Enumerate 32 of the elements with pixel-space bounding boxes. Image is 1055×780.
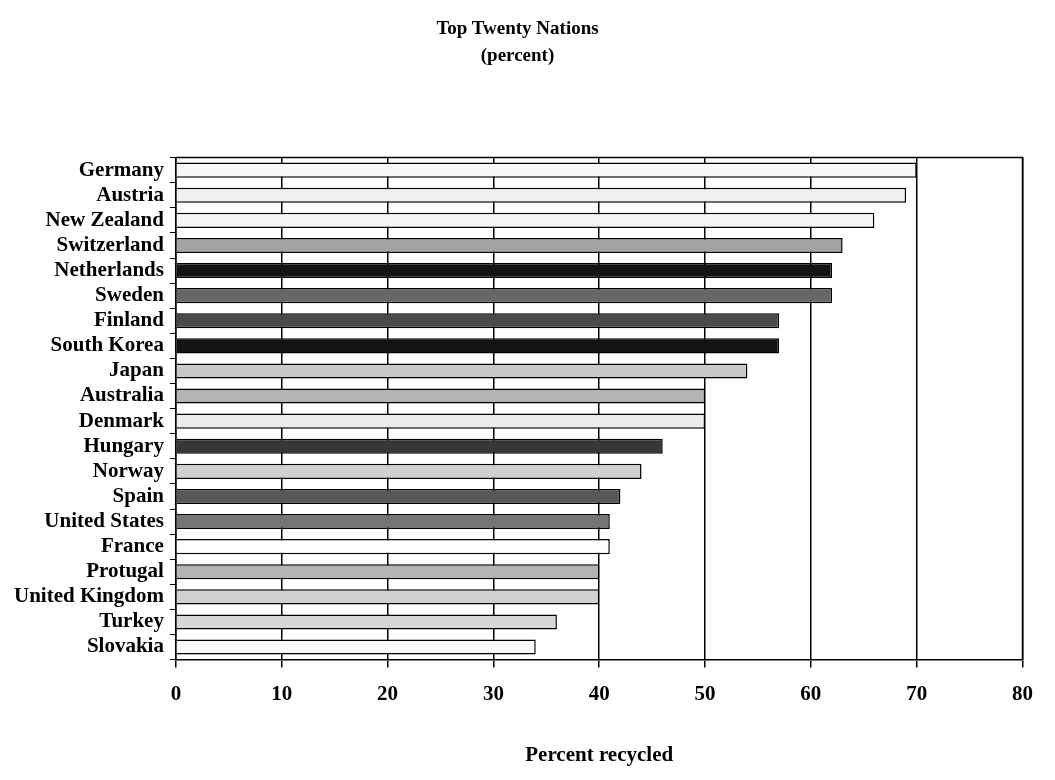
chart-title: Top Twenty Nations — [436, 17, 599, 39]
y-tick-label: Spain — [112, 482, 165, 507]
y-tick-label: Austria — [96, 181, 165, 206]
x-tick-label: 0 — [170, 680, 182, 705]
y-tick-label: France — [100, 533, 164, 558]
y-tick-label: Norway — [92, 457, 165, 482]
y-tick-label: Japan — [109, 357, 165, 382]
x-tick-label: 20 — [377, 680, 399, 705]
y-tick-label: Protugal — [86, 558, 165, 583]
x-tick-label: 40 — [588, 680, 610, 705]
x-tick-label: 10 — [271, 680, 293, 705]
y-tick-label: Australia — [79, 382, 165, 407]
chart-subtitle: (percent) — [480, 44, 555, 67]
x-tick-label: 70 — [906, 680, 928, 705]
x-axis-title: Percent recycled — [525, 741, 674, 766]
y-tick-label: Germany — [78, 156, 165, 181]
y-tick-label: United States — [44, 507, 164, 532]
y-tick-label: New Zealand — [45, 206, 165, 231]
x-tick-label: 50 — [694, 680, 716, 705]
y-tick-label: Slovakia — [86, 633, 165, 658]
y-tick-label: Denmark — [78, 407, 165, 432]
y-tick-label: Sweden — [95, 282, 165, 307]
x-tick-label: 30 — [482, 680, 504, 705]
y-tick-label: Turkey — [99, 608, 165, 633]
y-tick-label: Finland — [93, 307, 165, 332]
y-tick-label: South Korea — [50, 332, 165, 357]
y-tick-label: United Kingdom — [13, 583, 165, 608]
y-tick-label: Hungary — [83, 432, 165, 457]
x-tick-label: 80 — [1012, 680, 1033, 705]
x-tick-label: 60 — [800, 680, 822, 705]
y-tick-label: Switzerland — [56, 231, 165, 256]
y-tick-label: Netherlands — [54, 256, 164, 281]
